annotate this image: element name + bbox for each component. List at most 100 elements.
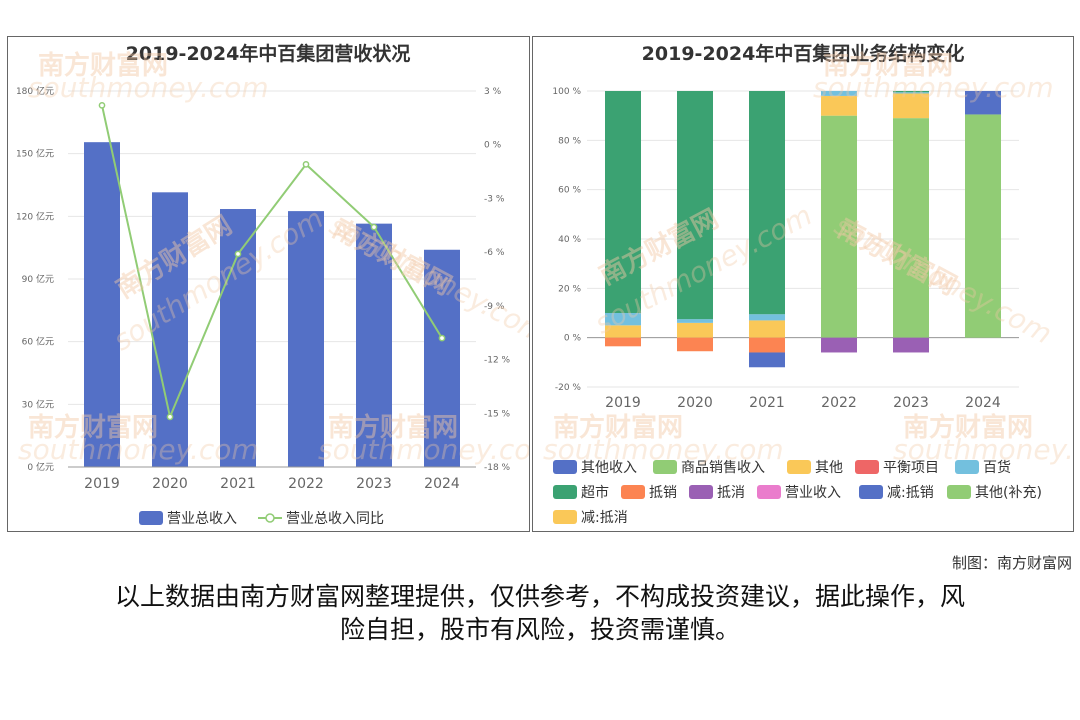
- y-left-tick-label: 120 亿元: [16, 210, 54, 222]
- legend-swatch: [955, 460, 979, 474]
- legend-label: 商品销售收入: [681, 460, 765, 476]
- legend-label: 超市: [581, 484, 609, 501]
- disclaimer-line-2: 险自担，股市有风险，投资需谨慎。: [339, 615, 740, 644]
- legend-swatch: [757, 485, 781, 499]
- x-tick-label: 2022: [288, 476, 324, 492]
- stacked-bar-segment: [821, 337, 857, 353]
- stacked-bar-segment: [821, 95, 857, 116]
- yoy-growth-line: [101, 105, 443, 421]
- legend-label: 抵销: [649, 485, 677, 501]
- legend-label: 营业收入: [785, 485, 841, 501]
- y-tick-label: 80 %: [558, 136, 581, 146]
- legend-swatch: [947, 485, 971, 499]
- y-tick-label: -20 %: [555, 383, 582, 393]
- stacked-bar-segment: [749, 320, 785, 338]
- legend-swatch: [653, 460, 677, 474]
- y-tick-label: 0 %: [564, 334, 582, 344]
- disclaimer-line-1: 以上数据由南方财富网整理提供，仅供参考，不构成投资建议，据此操作，风: [114, 582, 965, 611]
- legend-swatch-revenue: [139, 511, 163, 525]
- y-left-tick-label: 180 亿元: [16, 85, 54, 97]
- x-tick-label: 2020: [152, 476, 188, 492]
- stacked-bar-segment: [893, 92, 929, 94]
- x-tick-label: 2024: [424, 476, 460, 492]
- business-structure-chart: 2019-2024年中百集团业务结构变化 -20 % 0 % 20 % 40 % 60 %…: [552, 42, 1042, 526]
- chart-title: 2019-2024年中百集团营收状况: [126, 42, 411, 65]
- x-tick-label: 2022: [821, 395, 857, 411]
- yoy-growth-point: [98, 101, 106, 109]
- x-tick-label: 2023: [356, 476, 392, 492]
- y-right-tick-label: 3 %: [484, 87, 502, 97]
- legend-swatch: [553, 485, 577, 499]
- x-tick-label: 2021: [220, 476, 256, 492]
- y-right-tick-label: -18 %: [484, 463, 511, 473]
- disclaimer: 以上数据由南方财富网整理提供，仅供参考，不构成投资建议，据此操作，风 险自担，股…: [0, 580, 1080, 646]
- x-tick-label: 2019: [605, 395, 641, 411]
- revenue-bar: [84, 142, 120, 467]
- y-tick-label: 40 %: [558, 235, 581, 245]
- stacked-bar-segment: [893, 93, 929, 119]
- revenue-chart: 2019-2024年中百集团营收状况 0 亿元 30 亿元 60 亿元 90 亿元 120…: [16, 42, 511, 527]
- stacked-bar-segment: [749, 337, 785, 353]
- stacked-bar-segment: [893, 91, 929, 93]
- legend-label: 平衡项目: [883, 460, 939, 476]
- stacked-bar-segment: [677, 337, 713, 352]
- revenue-bar: [288, 211, 324, 467]
- stacked-bar-segment: [821, 91, 857, 96]
- y-left-tick-label: 90 亿元: [22, 273, 54, 285]
- revenue-bar: [356, 223, 392, 467]
- x-tick-label: 2021: [749, 395, 785, 411]
- y-right-tick-label: -15 %: [484, 409, 511, 419]
- stacked-bar-segment: [893, 118, 929, 338]
- stacked-bar-segment: [821, 115, 857, 338]
- y-left-tick-label: 150 亿元: [16, 148, 54, 160]
- y-left-tick-label: 60 亿元: [22, 336, 54, 348]
- revenue-chart-panel: 2019-2024年中百集团营收状况 0 亿元 30 亿元 60 亿元 90 亿元 120…: [7, 36, 530, 532]
- legend-label-yoy: 营业总收入同比: [286, 511, 384, 527]
- stacked-bar-segment: [749, 314, 785, 321]
- y-right-tick-label: -12 %: [484, 356, 511, 366]
- stacked-bar-segment: [605, 337, 641, 347]
- legend-swatch: [689, 485, 713, 499]
- y-right-tick-label: -6 %: [484, 248, 505, 258]
- stacked-bar-segment: [965, 114, 1001, 338]
- y-tick-label: 20 %: [558, 284, 581, 294]
- stacked-bar-segment: [749, 91, 785, 315]
- y-left-tick-label: 30 亿元: [22, 398, 54, 410]
- y-right-tick-label: -3 %: [484, 194, 505, 204]
- stacked-bar-segment: [677, 91, 713, 320]
- legend-label-revenue: 营业总收入: [167, 511, 237, 527]
- stacked-bar-segment: [749, 352, 785, 368]
- stacked-bar-segment: [677, 322, 713, 338]
- yoy-growth-point: [234, 250, 242, 258]
- stacked-bar-segment: [605, 313, 641, 326]
- legend-label: 减:抵消: [581, 510, 628, 526]
- x-tick-label: 2020: [677, 395, 713, 411]
- legend-swatch: [553, 510, 577, 524]
- stacked-bar-segment: [677, 319, 713, 323]
- yoy-growth-point: [166, 413, 174, 421]
- stacked-bar-segment: [605, 91, 641, 313]
- legend-swatch: [553, 460, 577, 474]
- revenue-bar: [424, 249, 460, 467]
- stacked-bar-segment: [605, 325, 641, 338]
- x-tick-label: 2019: [84, 476, 120, 492]
- legend-label: 其他(补充): [975, 485, 1042, 501]
- legend-label: 减:抵销: [887, 485, 934, 501]
- x-tick-label: 2023: [893, 395, 929, 411]
- revenue-bar: [220, 209, 256, 467]
- stacked-bar-segment: [965, 91, 1001, 115]
- yoy-growth-point: [438, 334, 446, 342]
- legend-swatch: [859, 485, 883, 499]
- yoy-growth-point: [302, 161, 310, 168]
- x-tick-label: 2024: [965, 395, 1001, 411]
- legend-label: 百货: [983, 459, 1011, 476]
- legend-label: 其他: [815, 460, 843, 476]
- revenue-bar: [152, 192, 188, 468]
- y-right-tick-label: -9 %: [484, 302, 505, 312]
- y-right-tick-label: 0 %: [484, 141, 502, 151]
- legend-swatch: [787, 460, 811, 474]
- legend-swatch-yoy-point: [265, 513, 275, 523]
- legend-swatch: [855, 460, 879, 474]
- y-left-tick-label: 0 亿元: [27, 461, 54, 473]
- legend-label: 其他收入: [581, 460, 637, 476]
